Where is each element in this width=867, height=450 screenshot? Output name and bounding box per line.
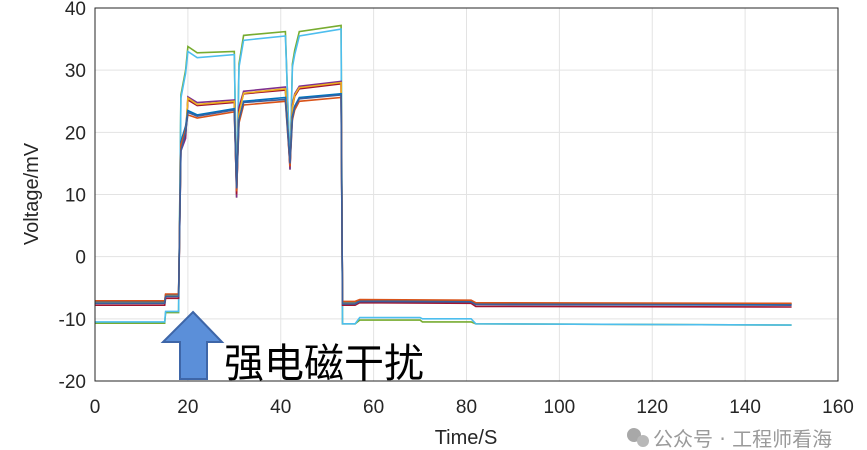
tick-labels: 0 20 40 60 80 100 120 140 160 -20 -10 0 10 20 30 40 <box>59 0 854 418</box>
x-axis-label: Time/S <box>435 427 498 449</box>
x-tick-label: 20 <box>177 397 198 418</box>
x-tick-label: 140 <box>729 397 761 418</box>
watermark-text: 公众号 · 工程师看海 <box>653 427 832 450</box>
y-tick-label: 30 <box>65 61 86 82</box>
series-line-8 <box>95 94 792 307</box>
y-axis-label: Voltage/mV <box>21 142 43 245</box>
up-arrow-icon <box>160 310 225 380</box>
series-line-7 <box>95 96 792 305</box>
x-tick-label: 40 <box>270 397 291 418</box>
y-tick-label: -10 <box>59 310 86 331</box>
x-tick-label: 160 <box>822 397 854 418</box>
plot-frame <box>94 7 839 382</box>
x-tick-label: 100 <box>544 397 576 418</box>
y-tick-label: 40 <box>65 0 86 20</box>
x-tick-label: 0 <box>90 397 101 418</box>
series-group <box>95 24 792 326</box>
y-tick-label: -20 <box>59 372 86 393</box>
series-line-6 <box>95 92 792 305</box>
y-tick-label: 10 <box>65 186 86 207</box>
watermark: 公众号 · 工程师看海 <box>627 427 832 450</box>
series-line-2 <box>95 28 792 326</box>
x-tick-label: 120 <box>636 397 668 418</box>
x-tick-label: 80 <box>456 397 477 418</box>
y-tick-label: 20 <box>65 123 86 144</box>
y-tick-label: 0 <box>75 248 86 269</box>
annotation-text: 强电磁干扰 <box>224 341 424 387</box>
wechat-icon <box>627 428 641 442</box>
x-tick-label: 60 <box>363 397 384 418</box>
